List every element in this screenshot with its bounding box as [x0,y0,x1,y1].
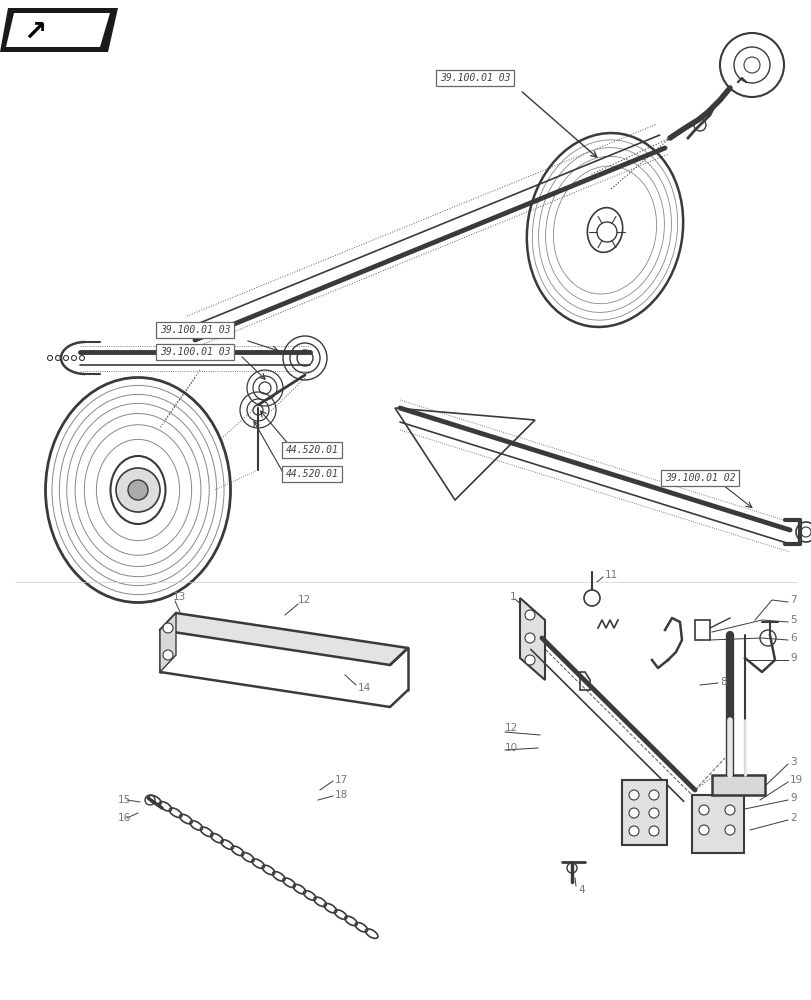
Circle shape [163,650,173,660]
Circle shape [724,805,734,815]
Circle shape [648,790,659,800]
Circle shape [724,825,734,835]
Circle shape [629,790,638,800]
Polygon shape [160,613,176,672]
Text: 15: 15 [118,795,131,805]
Text: 6: 6 [789,633,796,643]
Polygon shape [160,613,407,665]
Polygon shape [691,795,743,853]
Text: 3: 3 [789,757,796,767]
Text: 2: 2 [789,813,796,823]
Text: 17: 17 [335,775,348,785]
Text: 39.100.01 03: 39.100.01 03 [160,325,230,335]
Text: 44.520.01: 44.520.01 [285,469,338,479]
Circle shape [525,610,534,620]
Circle shape [128,480,148,500]
Circle shape [648,826,659,836]
Text: ↗: ↗ [24,18,46,46]
Circle shape [163,623,173,633]
Polygon shape [621,780,666,845]
Text: 39.100.01 02: 39.100.01 02 [664,473,734,483]
Circle shape [525,655,534,665]
Text: 16: 16 [118,813,131,823]
Text: 12: 12 [504,723,517,733]
Text: 39.100.01 03: 39.100.01 03 [160,347,230,357]
Text: 39.100.01 03: 39.100.01 03 [440,73,509,83]
Text: 7: 7 [789,595,796,605]
Text: 10: 10 [504,743,517,753]
Text: 9: 9 [789,653,796,663]
Circle shape [629,808,638,818]
Text: 4: 4 [577,885,584,895]
Text: 19: 19 [789,775,802,785]
Polygon shape [0,8,118,52]
Polygon shape [519,598,544,680]
Circle shape [698,825,708,835]
Circle shape [116,468,160,512]
Text: 8: 8 [719,677,726,687]
Circle shape [648,808,659,818]
Text: 1: 1 [509,592,516,602]
Circle shape [698,805,708,815]
Text: 44.520.01: 44.520.01 [285,445,338,455]
Text: 14: 14 [358,683,371,693]
Text: 9: 9 [789,793,796,803]
Text: 12: 12 [298,595,311,605]
Text: 13: 13 [173,592,186,602]
Polygon shape [711,775,764,795]
Text: 5: 5 [789,615,796,625]
Text: 11: 11 [604,570,617,580]
Text: 18: 18 [335,790,348,800]
Circle shape [525,633,534,643]
Polygon shape [6,13,109,47]
Circle shape [629,826,638,836]
